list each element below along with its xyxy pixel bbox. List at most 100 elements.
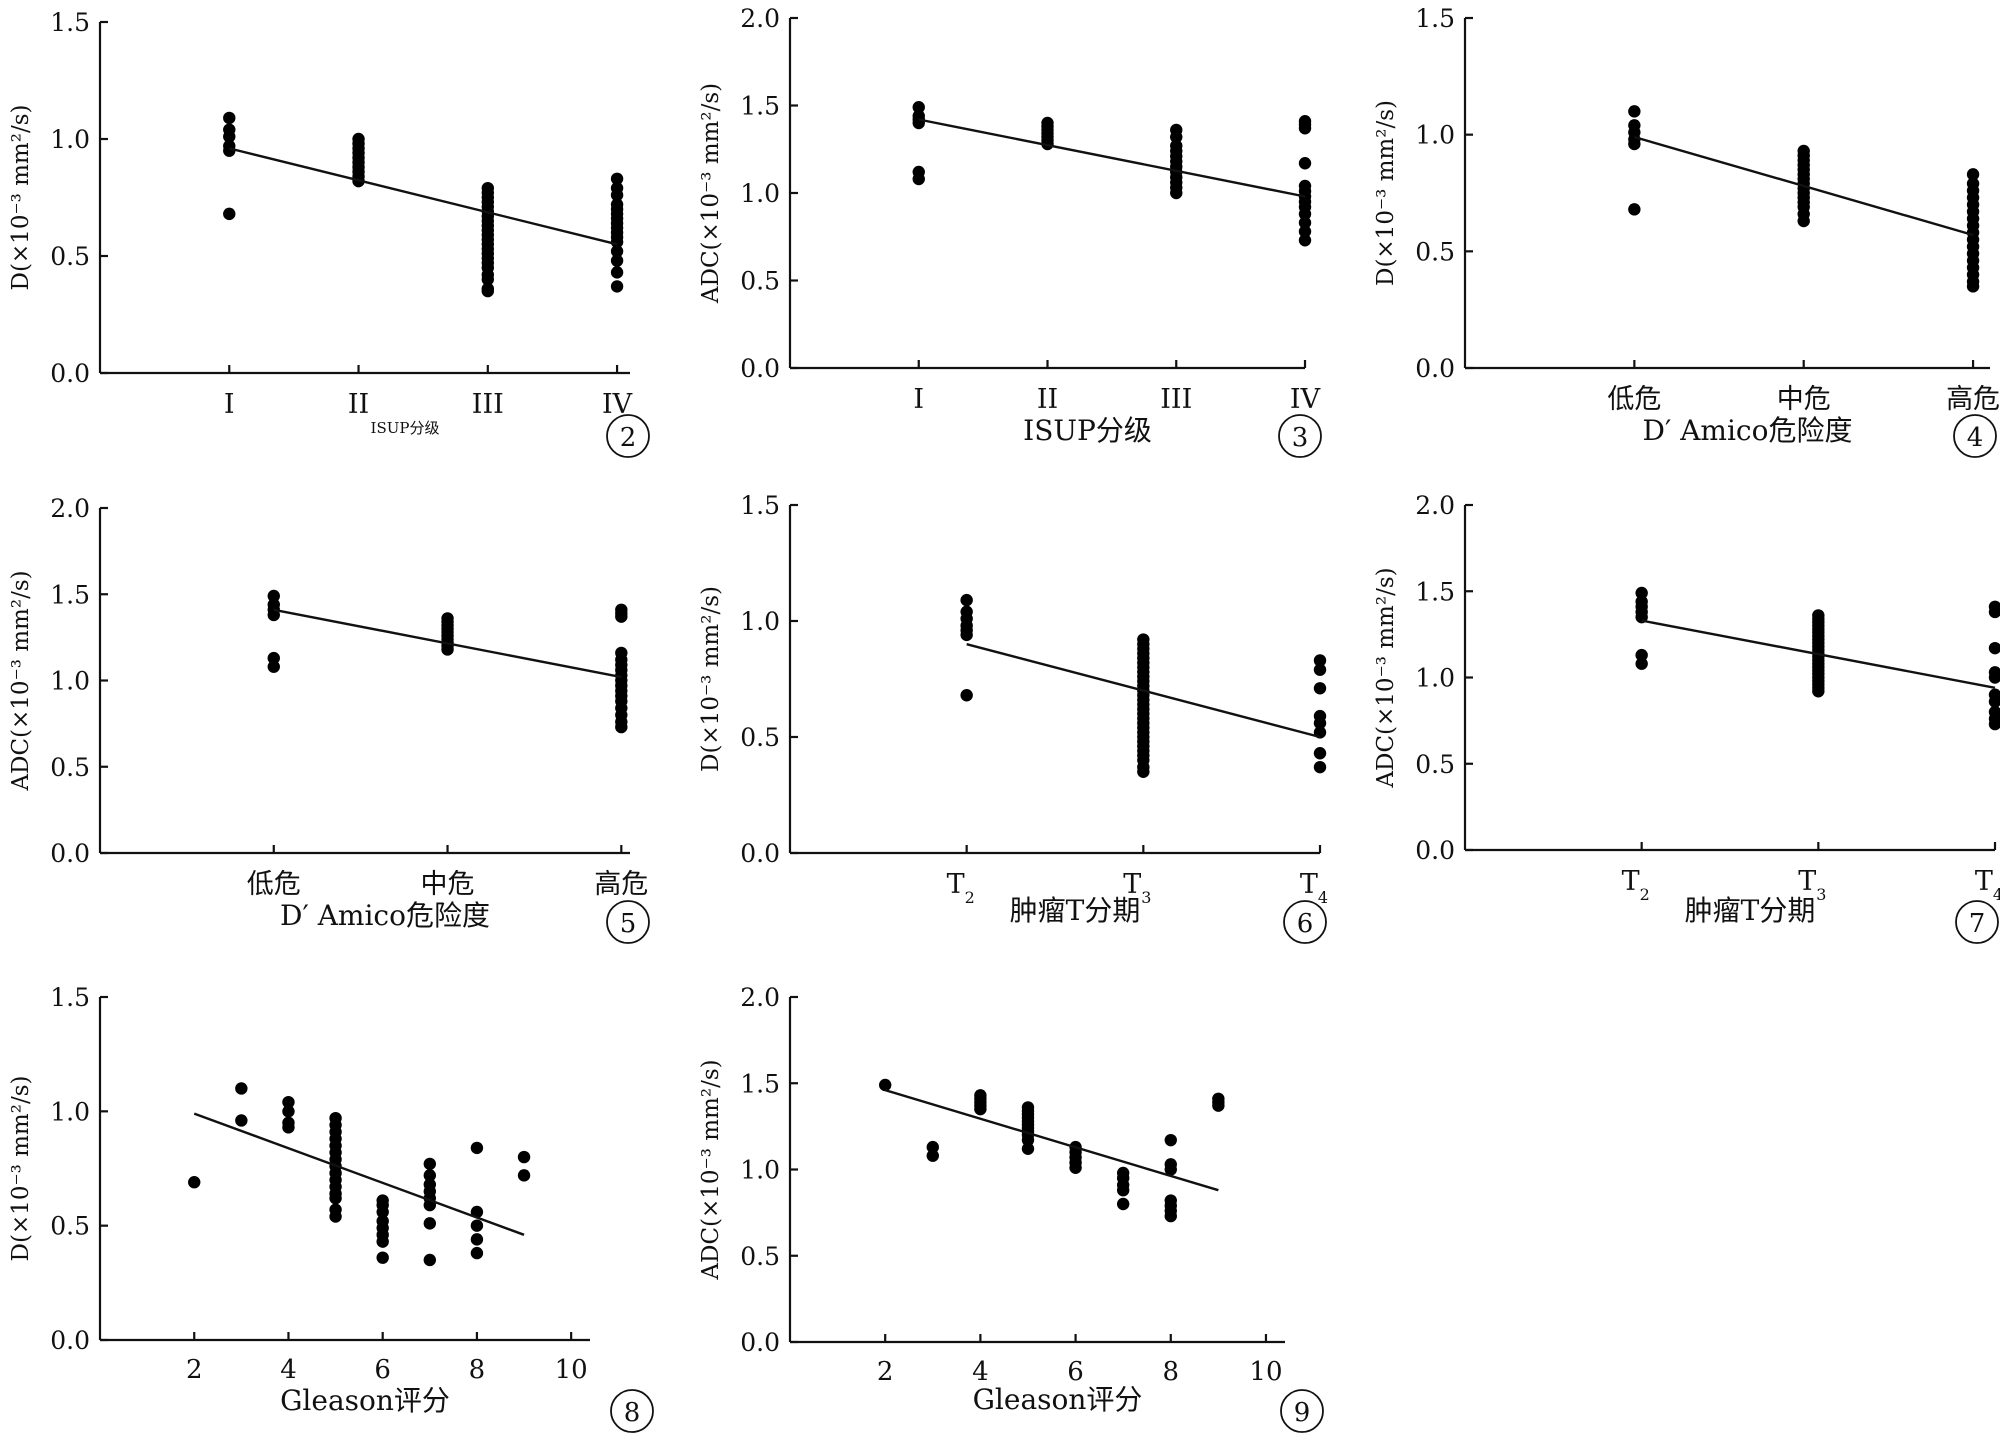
- data-point: [1298, 225, 1312, 238]
- y-tick-label: 2.0: [1415, 491, 1455, 520]
- data-point: [282, 1095, 295, 1109]
- y-axis-label: ADC(×10⁻³ mm²/s): [698, 83, 724, 304]
- y-tick-label: 0.5: [50, 753, 90, 782]
- y-tick-label: 0.0: [740, 839, 780, 868]
- panel-number-badge: [1278, 414, 1322, 458]
- data-point: [1298, 122, 1312, 135]
- panel-number: 4: [1967, 423, 1984, 453]
- x-axis-label: D′ Amico危险度: [1643, 414, 1853, 447]
- x-tick-label-base: T: [1622, 866, 1640, 897]
- data-point: [878, 1078, 892, 1092]
- y-tick-label: 0.5: [50, 1212, 90, 1241]
- data-point: [223, 130, 236, 143]
- data-point: [235, 1114, 248, 1127]
- data-point: [423, 1253, 437, 1267]
- panel-number-badge: [610, 1389, 654, 1433]
- chart-panel-4: 0.0 0.5 1.0 1.5 低危 中危 高危 D′ Amico危险度 D(×10⁻³ mm²…: [1360, 0, 2000, 470]
- data-point: [223, 207, 236, 221]
- x-tick-label: 2: [186, 1355, 203, 1385]
- data-point: [1635, 586, 1648, 600]
- x-tick-label-base: T: [1300, 869, 1318, 900]
- regression-line: [884, 1089, 1219, 1192]
- regression-line: [1634, 135, 1974, 237]
- panel-number-badge: [1953, 414, 1997, 458]
- data-point: [329, 1210, 342, 1223]
- y-tick-label: 0.5: [1415, 750, 1455, 779]
- data-point: [912, 116, 925, 130]
- x-tick-label: 6: [1067, 1357, 1084, 1387]
- data-point: [1021, 1133, 1035, 1147]
- x-tick-label-base: T: [1975, 866, 1993, 897]
- panel-number: 3: [1292, 423, 1309, 453]
- data-point: [470, 1233, 484, 1246]
- data-point: [267, 651, 280, 665]
- regression-line: [193, 1112, 525, 1236]
- x-tick-label: T4: [1300, 869, 1328, 907]
- data-point: [376, 1205, 389, 1219]
- regression-line: [1641, 619, 1996, 690]
- data-point: [615, 610, 628, 623]
- y-tick-label: 1.5: [1415, 577, 1455, 606]
- y-axis-label: D(×10⁻³ mm²/s): [1373, 100, 1399, 286]
- data-point: [1069, 1161, 1082, 1174]
- x-tick-label: 中危: [421, 869, 475, 900]
- x-tick-label: T3: [1123, 869, 1151, 907]
- x-tick-label: 6: [374, 1355, 391, 1385]
- data-point: [423, 1169, 437, 1182]
- x-tick-label: T2: [1622, 866, 1650, 904]
- chart-panel-6: 0.0 0.5 1.0 1.5 T2 T3 T4 肿瘤T分期 D(×10⁻³ mm²/s) 6: [680, 490, 1360, 960]
- y-tick-label: 0.0: [50, 839, 90, 868]
- panel-number: 9: [1294, 1398, 1311, 1428]
- x-tick-label-subscript: 2: [1640, 885, 1650, 904]
- y-tick-label: 0.0: [1415, 354, 1455, 383]
- y-tick-label: 1.0: [740, 1156, 780, 1185]
- data-point: [960, 689, 973, 702]
- chart-svg: 0.0 0.5 1.0 1.5 2 4 6 8 10 Gleason评分 D(×10⁻³ mm²/s…: [8, 983, 654, 1433]
- data-point: [470, 1141, 484, 1155]
- data-point: [1116, 1197, 1130, 1211]
- data-point: [470, 1246, 484, 1260]
- data-point: [926, 1140, 939, 1154]
- x-tick-label-subscript: 3: [1141, 888, 1151, 907]
- x-axis-label: 肿瘤T分期: [1685, 894, 1816, 927]
- x-tick-label: 2: [877, 1357, 894, 1387]
- x-tick-label: III: [472, 389, 504, 420]
- data-point: [1298, 234, 1312, 247]
- data-point: [267, 589, 280, 603]
- x-tick-label-subscript: 4: [1993, 885, 2000, 904]
- data-point: [610, 280, 624, 293]
- y-tick-label: 1.5: [1415, 4, 1455, 33]
- x-tick-label: 低危: [247, 869, 301, 900]
- data-point: [1628, 105, 1641, 118]
- data-point: [1137, 765, 1150, 778]
- y-tick-label: 0.0: [50, 359, 90, 388]
- data-point: [912, 101, 925, 114]
- y-tick-label: 0.5: [740, 1242, 780, 1271]
- chart-panel-9: 0.0 0.5 1.0 1.5 2.0 2 4 6 8 10 Gleason评分 ADC(×10⁻³ …: [680, 980, 1360, 1440]
- data-point: [1313, 682, 1327, 695]
- panel-number-badge: [1280, 1389, 1324, 1433]
- chart-panel-5: 0.0 0.5 1.0 1.5 2.0 低危 中危 高危 D′ Amico危险度 ADC(×10⁻…: [0, 490, 680, 960]
- data-point: [188, 1176, 201, 1189]
- y-tick-label: 1.0: [740, 607, 780, 636]
- data-point: [470, 1219, 484, 1232]
- data-point: [223, 144, 236, 157]
- data-point: [610, 254, 624, 267]
- x-tick-label: I: [224, 389, 235, 420]
- x-tick-label: 8: [1162, 1357, 1179, 1387]
- y-tick-label: 1.0: [1415, 664, 1455, 693]
- data-point: [1313, 760, 1327, 774]
- x-tick-label: II: [348, 389, 369, 420]
- data-point: [1212, 1099, 1225, 1112]
- y-tick-label: 1.0: [740, 179, 780, 208]
- data-point: [470, 1205, 484, 1219]
- x-tick-label: 4: [972, 1357, 989, 1387]
- chart-panel-7: 0.0 0.5 1.0 1.5 2.0 T2 T3 T4 肿瘤T分期 ADC(×10⁻³ mm²/…: [1360, 490, 2000, 960]
- data-point: [610, 235, 624, 249]
- x-tick-label: 高危: [594, 869, 648, 900]
- panel-number-badge: [606, 414, 650, 458]
- data-point: [376, 1251, 389, 1264]
- data-point: [329, 1192, 342, 1205]
- x-axis-label: Gleason评分: [280, 1384, 450, 1417]
- data-point: [1116, 1184, 1130, 1197]
